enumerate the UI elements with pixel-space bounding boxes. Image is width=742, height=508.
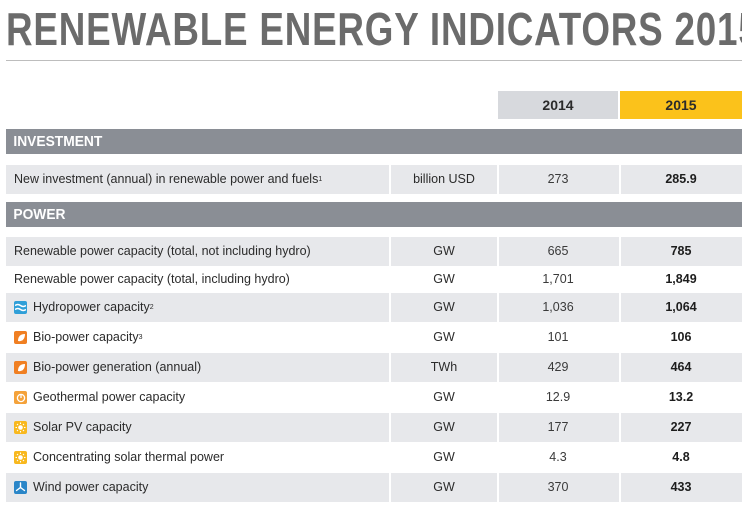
column-header-2015: 2015: [620, 91, 742, 119]
row-value-2015: 106: [670, 330, 692, 344]
row-value-2014: 370: [547, 480, 569, 494]
solar-icon: [14, 421, 27, 434]
column-header-2014: 2014: [498, 91, 618, 119]
solar-icon: [14, 451, 27, 464]
column-separator: [619, 237, 621, 502]
row-value-2015: 433: [670, 480, 692, 494]
row-unit: GW: [433, 390, 455, 404]
row-value-2014: 177: [547, 420, 569, 434]
row-value-2014: 4.3: [549, 450, 567, 464]
row-value-2014: 429: [547, 360, 569, 374]
column-separator: [389, 165, 391, 194]
table-row: Wind power capacity GW 370 433: [6, 473, 742, 502]
row-value-2015: 1,849: [665, 272, 697, 286]
table-row: Bio-power generation (annual) TWh 429 46…: [6, 353, 742, 382]
row-value-2014: 101: [547, 330, 569, 344]
row-unit: TWh: [430, 360, 458, 374]
row-unit: GW: [433, 300, 455, 314]
bio-power-icon: [14, 331, 27, 344]
table-row: Renewable power capacity (total, not inc…: [6, 237, 742, 266]
table-row: Hydropower capacity 2 GW 1,036 1,064: [6, 293, 742, 322]
row-value-2015: 4.8: [672, 450, 690, 464]
row-unit: GW: [433, 480, 455, 494]
row-value-2015: 785: [670, 244, 692, 258]
title-divider: [6, 60, 742, 61]
row-label-text: Bio-power generation (annual): [33, 360, 202, 374]
geothermal-icon: [14, 391, 27, 404]
wind-icon: [14, 481, 27, 494]
row-label: Renewable power capacity (total, includi…: [14, 265, 290, 294]
row-label: Geothermal power capacity: [14, 383, 185, 412]
row-unit: GW: [433, 330, 455, 344]
row-label-text: Renewable power capacity (total, not inc…: [14, 244, 311, 258]
row-value-2015: 464: [670, 360, 692, 374]
row-label: Renewable power capacity (total, not inc…: [14, 237, 311, 266]
row-label-text: Geothermal power capacity: [33, 390, 186, 404]
table-row: Solar PV capacity GW 177 227: [6, 413, 742, 442]
footnote-marker: 3: [138, 334, 143, 341]
row-unit: GW: [433, 272, 455, 286]
table-row: Renewable power capacity (total, includi…: [6, 265, 742, 294]
row-label-text: Hydropower capacity: [33, 300, 150, 314]
table-row: Concentrating solar thermal power GW 4.3…: [6, 443, 742, 472]
column-separator: [497, 237, 499, 502]
row-value-2014: 665: [547, 244, 569, 258]
column-separator: [389, 237, 391, 502]
row-label: Concentrating solar thermal power: [14, 443, 224, 472]
row-label-text: Wind power capacity: [33, 480, 149, 494]
row-label: Solar PV capacity: [14, 413, 132, 442]
row-label: Hydropower capacity 2: [14, 293, 154, 322]
row-label-text: New investment (annual) in renewable pow…: [14, 172, 319, 186]
row-unit: billion USD: [413, 172, 475, 186]
footnote-marker: 1: [318, 176, 323, 183]
section-title: POWER: [13, 206, 66, 223]
table-row: Bio-power capacity 3 GW 101 106: [6, 323, 742, 352]
row-label: Wind power capacity: [14, 473, 148, 502]
row-unit: GW: [433, 420, 455, 434]
row-unit: GW: [433, 450, 455, 464]
page-title: RENEWABLE ENERGY INDICATORS 2015: [6, 3, 742, 55]
row-value-2014: 1,036: [542, 300, 574, 314]
row-label-text: Concentrating solar thermal power: [33, 450, 225, 464]
row-value-2014: 1,701: [542, 272, 574, 286]
column-separator: [619, 165, 621, 194]
row-unit: GW: [433, 244, 455, 258]
row-label-text: Renewable power capacity (total, includi…: [14, 272, 290, 286]
hydropower-icon: [14, 301, 27, 314]
section-header-investment: INVESTMENT: [6, 129, 742, 154]
table-row: Geothermal power capacity GW 12.9 13.2: [6, 383, 742, 412]
section-title: INVESTMENT: [13, 133, 103, 150]
row-label: Bio-power generation (annual): [14, 353, 201, 382]
row-value-2015: 1,064: [665, 300, 697, 314]
row-value-2015: 13.2: [668, 390, 694, 404]
row-value-2014: 273: [547, 172, 569, 186]
row-value-2015: 227: [670, 420, 692, 434]
footnote-marker: 2: [149, 304, 154, 311]
row-value-2014: 12.9: [545, 390, 571, 404]
row-label: Bio-power capacity 3: [14, 323, 143, 352]
row-label-text: Bio-power capacity: [33, 330, 139, 344]
row-value-2015: 285.9: [665, 172, 697, 186]
row-label-text: Solar PV capacity: [33, 420, 132, 434]
column-separator: [497, 165, 499, 194]
bio-power-icon: [14, 361, 27, 374]
row-label: New investment (annual) in renewable pow…: [14, 165, 322, 194]
section-header-power: POWER: [6, 202, 742, 227]
table-row: New investment (annual) in renewable pow…: [6, 165, 742, 194]
